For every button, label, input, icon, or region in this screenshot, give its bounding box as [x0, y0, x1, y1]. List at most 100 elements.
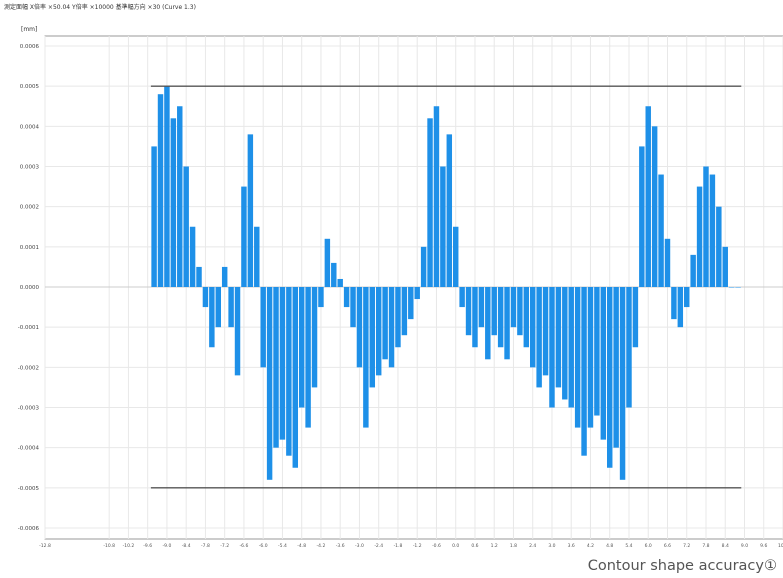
deviation-bar	[286, 287, 292, 456]
deviation-bar	[292, 287, 299, 468]
deviation-bar	[298, 287, 305, 408]
deviation-bar	[677, 287, 684, 328]
deviation-bar	[664, 238, 671, 287]
deviation-bar	[696, 186, 703, 287]
x-tick-label: 7.2	[683, 543, 690, 549]
x-tick-label: 9.6	[760, 543, 767, 549]
x-tick-label: -0.6	[432, 543, 441, 549]
deviation-bar	[209, 287, 215, 348]
deviation-bar	[183, 166, 189, 287]
x-tick-label: 9.0	[741, 543, 748, 549]
deviation-bar	[459, 287, 465, 308]
deviation-bar	[504, 287, 510, 360]
deviation-bar	[478, 287, 485, 328]
x-tick-label: -4.8	[297, 543, 306, 549]
deviation-bar	[318, 287, 324, 308]
deviation-bar	[273, 287, 279, 448]
x-tick-label: 5.4	[625, 543, 632, 549]
chart-header-text: 測定面幅 X倍率 ×50.04 Y倍率 ×10000 基準幅方向 ×30 (Cu…	[4, 4, 196, 11]
tolerance-limit-lines	[150, 85, 742, 489]
deviation-bar	[196, 266, 202, 287]
deviation-bar	[600, 287, 607, 440]
deviation-bar	[703, 166, 709, 287]
deviation-bar	[305, 287, 311, 428]
x-tick-label: -1.2	[413, 543, 422, 549]
x-tick-label: -3.6	[336, 543, 345, 549]
deviation-bar	[433, 106, 440, 287]
x-axis-tick-labels: -12.8 -10.8 -10.2 -9.6 -9.0 -8.4 -7.8 -7.2 -6.6 -…	[39, 543, 783, 549]
x-tick-label: -9.0	[163, 543, 172, 549]
x-tick-label: -4.2	[317, 543, 326, 549]
deviation-bar	[427, 118, 433, 287]
deviation-bar	[613, 287, 619, 448]
deviation-bar	[157, 94, 164, 287]
deviation-bar	[529, 287, 536, 368]
deviation-bar	[324, 238, 331, 287]
deviation-bar	[382, 287, 388, 360]
deviation-bar	[549, 287, 555, 408]
deviation-bar	[607, 287, 613, 468]
deviation-bar	[491, 287, 497, 336]
figure-caption: Contour shape accuracy①	[587, 558, 777, 574]
deviation-bar	[465, 287, 472, 336]
x-tick-label: -10.2	[123, 543, 135, 549]
x-tick-label: 7.8	[702, 543, 709, 549]
deviation-bar	[626, 287, 632, 408]
deviation-bar	[671, 287, 677, 320]
y-tick-label: -0.0001	[18, 325, 39, 331]
deviation-bar	[234, 287, 241, 376]
deviation-bar	[517, 287, 523, 336]
x-tick-label: 8.4	[722, 543, 729, 549]
deviation-bar	[254, 226, 260, 287]
deviation-bar	[709, 174, 716, 287]
deviation-bar	[164, 86, 170, 288]
y-tick-label: -0.0002	[18, 365, 39, 371]
deviation-bar	[202, 287, 209, 308]
x-tick-label: -10.8	[103, 543, 115, 549]
deviation-bar	[151, 146, 157, 287]
x-tick-label: -7.2	[220, 543, 229, 549]
x-tick-label: -9.6	[143, 543, 152, 549]
x-tick-label: -6.6	[240, 543, 249, 549]
deviation-bar	[690, 254, 696, 287]
y-tick-label: -0.0006	[18, 526, 40, 532]
x-tick-label: 4.2	[587, 543, 594, 549]
x-tick-label: 6.6	[664, 543, 671, 549]
deviation-bar	[215, 287, 221, 328]
deviation-bar	[722, 246, 728, 287]
deviation-bar	[247, 134, 254, 287]
x-tick-label: 0.6	[471, 543, 478, 549]
deviation-bar	[221, 266, 228, 287]
y-tick-label: 0.0004	[20, 124, 40, 130]
y-tick-label: -0.0004	[18, 446, 40, 452]
deviation-bar	[658, 174, 664, 287]
x-tick-label: -1.8	[394, 543, 403, 549]
x-tick-label: 4.8	[606, 543, 613, 549]
deviation-bar	[266, 287, 273, 480]
y-axis-tick-labels: 0.0006 0.0005 0.0004 0.0003 0.0002 0.0001 0.00…	[18, 44, 40, 532]
deviation-bar	[568, 287, 574, 408]
deviation-bar	[356, 287, 363, 368]
deviation-bar	[363, 287, 369, 428]
y-tick-label: 0.0002	[20, 205, 39, 211]
x-tick-label: -7.8	[201, 543, 210, 549]
deviation-bar	[369, 287, 376, 388]
x-tick-label: -6.0	[259, 543, 268, 549]
deviation-bar	[639, 146, 645, 287]
x-tick-label: -5.4	[278, 543, 287, 549]
y-axis-unit-label: [mm]	[21, 26, 38, 33]
deviation-bar	[170, 118, 177, 287]
deviation-bar	[401, 287, 408, 336]
deviation-bar	[350, 287, 356, 328]
deviation-bar	[452, 226, 459, 287]
deviation-bar	[420, 246, 427, 287]
deviation-bar	[279, 287, 286, 440]
deviation-bar	[414, 287, 420, 300]
deviation-bar	[542, 287, 549, 376]
deviation-bar	[388, 287, 395, 368]
y-tick-label: 0.0006	[20, 44, 40, 50]
y-tick-label: 0.0001	[20, 245, 39, 251]
y-tick-label: -0.0005	[18, 486, 40, 492]
deviation-bar	[581, 287, 587, 456]
deviation-bar	[574, 287, 581, 428]
